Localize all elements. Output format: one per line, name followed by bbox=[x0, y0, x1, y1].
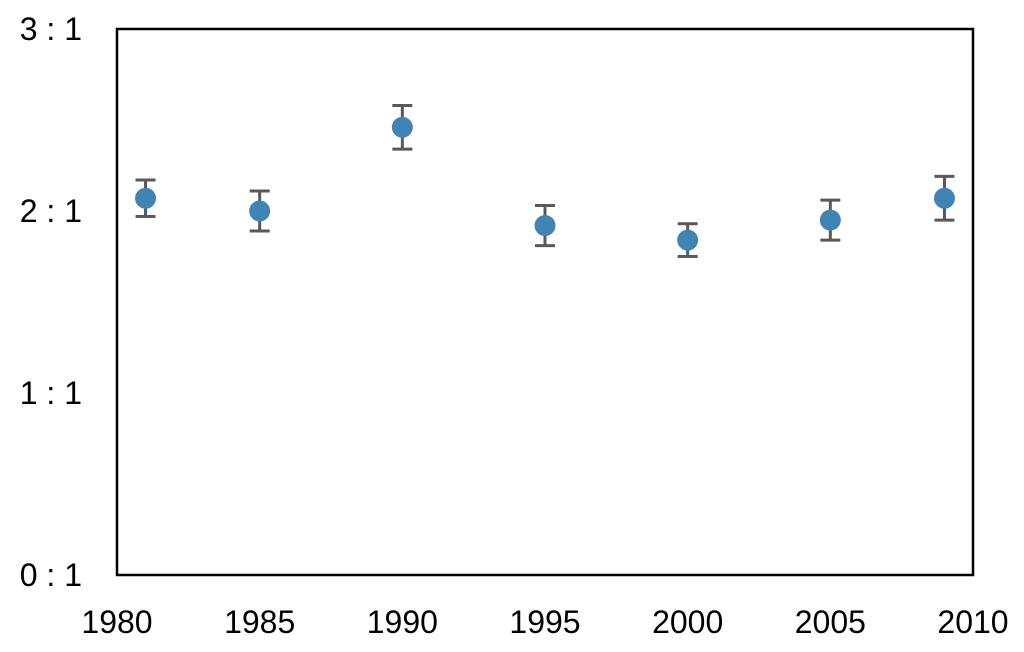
data-point-group bbox=[677, 222, 699, 258]
data-point-group bbox=[249, 189, 271, 233]
x-tick-label: 2005 bbox=[795, 604, 866, 640]
x-tick-label: 1985 bbox=[224, 604, 295, 640]
y-tick-label: 2 : 1 bbox=[20, 193, 82, 229]
data-point-group bbox=[391, 103, 413, 151]
data-point-marker bbox=[534, 215, 556, 237]
data-point-group bbox=[819, 198, 841, 242]
x-tick-label: 1980 bbox=[81, 604, 152, 640]
data-point-marker bbox=[819, 209, 841, 231]
y-axis-labels: 0 : 1 1 : 1 2 : 1 3 : 1 bbox=[20, 11, 82, 593]
x-axis-labels: 1980 1985 1990 1995 2000 2005 2010 bbox=[81, 604, 1008, 640]
data-point-marker bbox=[249, 200, 271, 222]
y-tick-label: 0 : 1 bbox=[20, 557, 82, 593]
y-tick-label: 1 : 1 bbox=[20, 375, 82, 411]
data-point-group bbox=[135, 178, 157, 218]
plot-area bbox=[115, 27, 975, 577]
plot-border bbox=[115, 27, 975, 577]
x-tick-label: 2010 bbox=[937, 604, 1008, 640]
series-ratio-over-time bbox=[135, 103, 955, 258]
x-tick-label: 1990 bbox=[367, 604, 438, 640]
data-point-marker bbox=[933, 187, 955, 209]
data-point-marker bbox=[135, 187, 157, 209]
data-point-group bbox=[534, 204, 556, 248]
x-tick-label: 2000 bbox=[652, 604, 723, 640]
data-point-marker bbox=[677, 229, 699, 251]
data-point-marker bbox=[391, 116, 413, 138]
x-tick-label: 1995 bbox=[509, 604, 580, 640]
data-point-group bbox=[933, 174, 955, 222]
y-tick-label: 3 : 1 bbox=[20, 11, 82, 47]
